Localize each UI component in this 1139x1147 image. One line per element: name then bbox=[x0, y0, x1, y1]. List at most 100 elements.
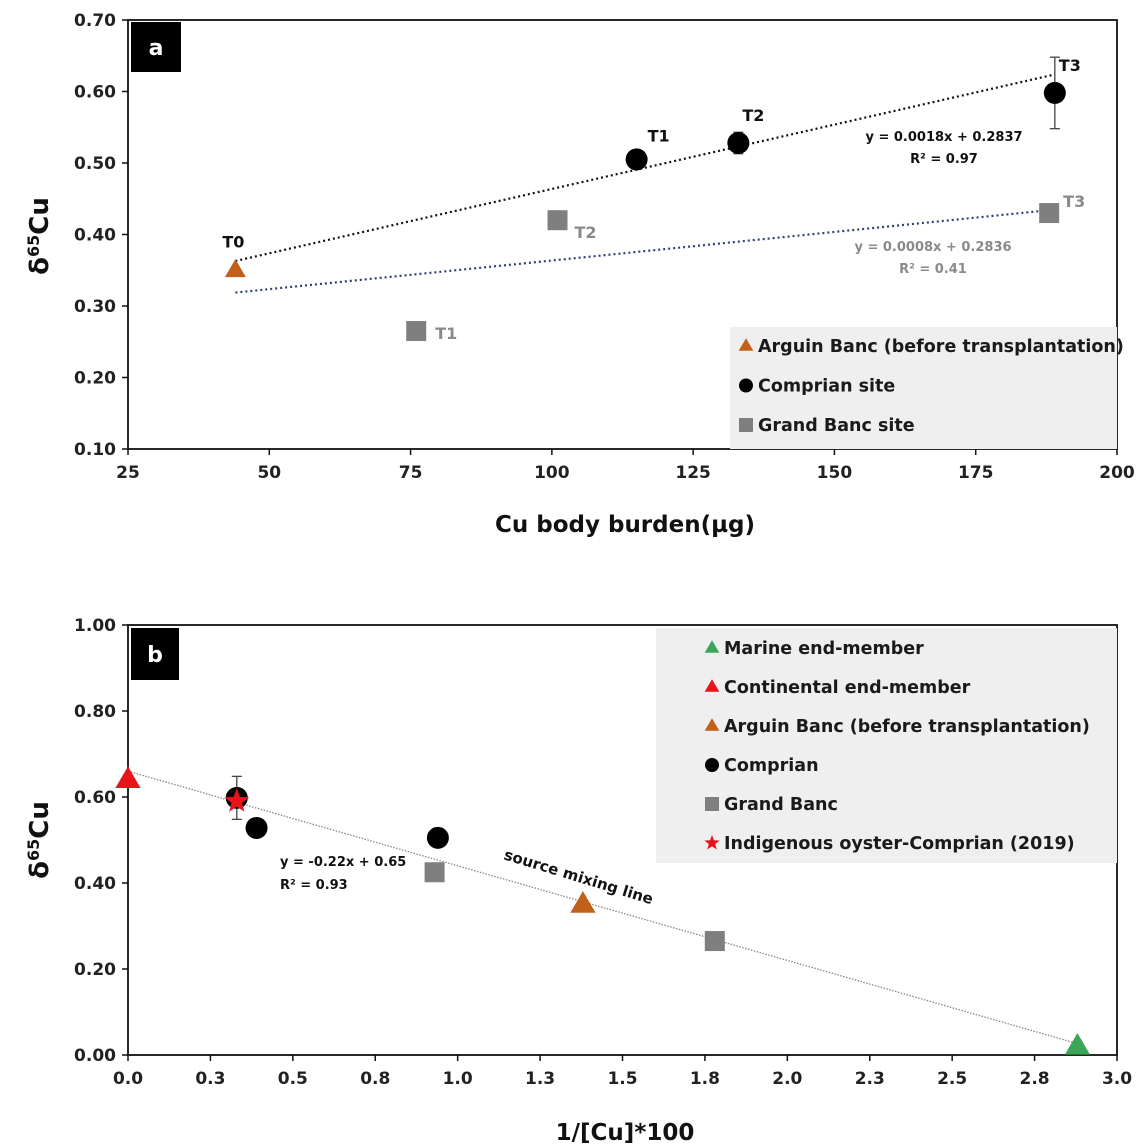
trend-equation: y = 0.0018x + 0.2837 bbox=[865, 130, 1022, 145]
data-point bbox=[224, 259, 246, 278]
y-tick-label: 0.70 bbox=[74, 11, 116, 31]
data-point bbox=[224, 788, 250, 812]
x-tick-label: 50 bbox=[257, 463, 281, 483]
legend-marker bbox=[705, 797, 719, 811]
data-point bbox=[424, 862, 445, 883]
legend-label: Arguin Banc (before transplantation) bbox=[724, 717, 1090, 737]
trendline bbox=[235, 73, 1056, 263]
legend-marker bbox=[705, 758, 719, 772]
y-tick-label: 0.00 bbox=[74, 1046, 116, 1066]
legend-marker bbox=[739, 418, 753, 432]
legend-marker bbox=[738, 338, 754, 351]
legend-label: Indigenous oyster-Comprian (2019) bbox=[724, 834, 1075, 854]
panel-tag-b: b bbox=[147, 643, 163, 668]
legend-label: Arguin Banc (before transplantation) bbox=[758, 337, 1124, 357]
x-tick-label: 1.3 bbox=[525, 1069, 555, 1089]
y-tick-label: 1.00 bbox=[74, 616, 116, 636]
y-tick-label: 0.80 bbox=[74, 702, 116, 722]
panel-a: a Arguin Banc (before transplantation) Co… bbox=[24, 11, 1135, 538]
x-tick-label: 0.8 bbox=[360, 1069, 390, 1089]
point-label: T2 bbox=[742, 106, 764, 125]
x-tick-label: 2.5 bbox=[937, 1069, 967, 1089]
data-point bbox=[704, 931, 725, 952]
y-tick-label: 0.40 bbox=[74, 874, 116, 894]
x-tick-label: 1.0 bbox=[443, 1069, 473, 1089]
data-point bbox=[727, 131, 750, 154]
x-tick-label: 2.0 bbox=[772, 1069, 802, 1089]
x-tick-label: 200 bbox=[1099, 463, 1135, 483]
data-points-a: T0 T1 T2 T3 T1 T2 T3 bbox=[222, 56, 1085, 343]
trend-r2: R² = 0.93 bbox=[280, 878, 348, 893]
x-tick-label: 1.8 bbox=[690, 1069, 720, 1089]
legend-b: Marine end-member Continental end-member A… bbox=[704, 639, 1090, 854]
legend-marker bbox=[704, 835, 720, 850]
trend-r2: R² = 0.97 bbox=[910, 152, 978, 167]
legend-marker bbox=[704, 640, 720, 653]
axis-ticks-a: 25 50 75 100 125 150 175 200 0.10 0.20 0.30 0.40 0.5… bbox=[74, 11, 1135, 483]
x-tick-label: 175 bbox=[958, 463, 994, 483]
trendline bbox=[127, 770, 1078, 1045]
x-tick-label: 150 bbox=[817, 463, 853, 483]
data-point bbox=[570, 891, 596, 913]
point-label: T2 bbox=[574, 223, 596, 242]
data-point bbox=[1043, 81, 1066, 104]
trendline bbox=[235, 209, 1050, 294]
x-axis-title-a: Cu body burden(µg) bbox=[495, 512, 755, 538]
y-axis-title-a: δ65Cu bbox=[24, 197, 55, 275]
point-label: T1 bbox=[648, 126, 670, 145]
data-point bbox=[245, 816, 268, 839]
y-tick-label: 0.60 bbox=[74, 788, 116, 808]
x-tick-label: 1.5 bbox=[607, 1069, 637, 1089]
legend-label: Continental end-member bbox=[724, 678, 971, 698]
legend-label: Grand Banc bbox=[724, 795, 838, 815]
legend-a: Arguin Banc (before transplantation) Comp… bbox=[738, 337, 1124, 436]
x-tick-label: 25 bbox=[116, 463, 140, 483]
y-tick-label: 0.60 bbox=[74, 83, 116, 103]
data-point bbox=[547, 210, 568, 231]
legend-label: Grand Banc site bbox=[758, 416, 915, 436]
y-tick-label: 0.50 bbox=[74, 154, 116, 174]
panel-tag-a-bg bbox=[131, 22, 181, 72]
trend-equation: y = -0.22x + 0.65 bbox=[280, 855, 406, 870]
x-tick-label: 0.0 bbox=[113, 1069, 143, 1089]
trend-r2: R² = 0.41 bbox=[899, 262, 967, 277]
legend-label: Comprian site bbox=[758, 377, 895, 397]
y-tick-label: 0.10 bbox=[74, 440, 116, 460]
x-axis-title-b: 1/[Cu]*100 bbox=[556, 1120, 695, 1146]
y-tick-label: 0.30 bbox=[74, 297, 116, 317]
data-points-b bbox=[115, 766, 1091, 1055]
data-point bbox=[1064, 1033, 1091, 1055]
panel-tag-b-bg bbox=[131, 628, 179, 680]
y-tick-label: 0.20 bbox=[74, 960, 116, 980]
point-label: T0 bbox=[222, 232, 244, 251]
legend-label: Marine end-member bbox=[724, 639, 924, 659]
x-tick-label: 0.3 bbox=[195, 1069, 225, 1089]
point-label: T3 bbox=[1059, 56, 1081, 75]
data-point bbox=[115, 766, 141, 789]
y-axis-title-b: δ65Cu bbox=[24, 801, 55, 879]
data-point bbox=[426, 826, 449, 849]
panel-b: b Marine end-member Continental end-membe… bbox=[24, 616, 1132, 1146]
x-tick-label: 0.5 bbox=[278, 1069, 308, 1089]
legend-label: Comprian bbox=[724, 756, 819, 776]
point-label: T3 bbox=[1063, 192, 1085, 211]
x-tick-label: 75 bbox=[399, 463, 423, 483]
x-tick-label: 2.8 bbox=[1020, 1069, 1050, 1089]
legend-marker bbox=[739, 378, 753, 393]
trend-equation: y = 0.0008x + 0.2836 bbox=[854, 240, 1011, 255]
x-tick-label: 3.0 bbox=[1102, 1069, 1132, 1089]
trendlines-a: y = 0.0018x + 0.2837 R² = 0.97 y = 0.0008x… bbox=[235, 73, 1056, 294]
data-point bbox=[406, 321, 427, 342]
panel-tag-a: a bbox=[149, 36, 164, 61]
x-tick-label: 125 bbox=[675, 463, 711, 483]
data-point bbox=[1039, 203, 1060, 224]
axis-ticks-b: 0.0 0.3 0.5 0.8 1.0 1.3 1.5 1.8 2.0 2.3 2.5 2.8 3.0 0… bbox=[74, 616, 1132, 1089]
y-tick-label: 0.40 bbox=[74, 226, 116, 246]
legend-marker bbox=[704, 679, 720, 692]
x-tick-label: 2.3 bbox=[855, 1069, 885, 1089]
legend-box-b bbox=[656, 628, 1117, 863]
point-label: T1 bbox=[435, 324, 457, 343]
data-point bbox=[625, 148, 648, 171]
legend-marker bbox=[704, 718, 720, 731]
